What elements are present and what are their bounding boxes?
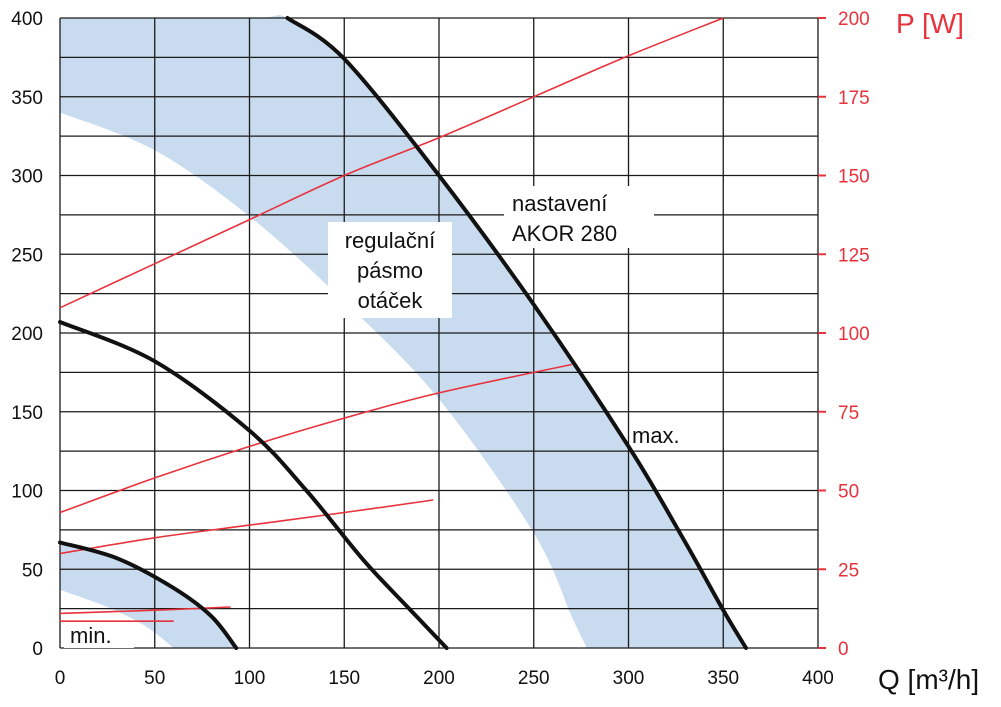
pressure-curves [58,16,748,650]
band-label-bg [328,222,452,318]
x-tick-label: 400 [802,668,834,689]
band-label-line-3: otáček [358,288,424,313]
y-tick-label: 200 [11,324,43,345]
x-tick-label: 300 [613,668,645,689]
setting-label-group: nastavení AKOR 280 [504,186,654,248]
y2-tick-label: 150 [838,167,870,188]
y2-tick-label: 50 [838,482,859,503]
max-label: max. [632,423,680,448]
pressure-curve-min [58,540,239,650]
y-tick-label: 100 [11,482,43,503]
x-axis-title: Q [m³/h] [878,664,979,695]
band-label-group: regulační pásmo otáček [328,222,452,318]
y-tick-label: 50 [22,560,43,581]
min-label-bg [64,622,134,648]
x-tick-label: 350 [707,668,739,689]
x-tick-label: 0 [55,668,66,689]
y2-axis-title: P [W] [896,8,964,39]
x-tick-label: 250 [518,668,550,689]
y2-tick-label: 0 [838,639,849,660]
setting-label-bg [504,186,654,248]
pressure-curve-max [285,16,748,650]
y2-tick-label: 200 [838,9,870,30]
min-label-group: min. [64,622,134,648]
y-tick-label: 300 [11,167,43,188]
y2-tick-label: 25 [838,560,859,581]
x-tick-label: 200 [423,668,455,689]
x-tick-label: 150 [328,668,360,689]
setting-label-line-2: AKOR 280 [512,221,617,246]
y2-tick-label: 100 [838,324,870,345]
y2-tick-label: 75 [838,403,859,424]
regulation-band [60,14,746,648]
band-layer [60,14,746,648]
band-label-line-1: regulační [345,228,436,253]
tick-labels: 0501001502002503003504000255075100125150… [11,9,869,689]
power-curve-max [59,17,724,309]
setting-label-line-1: nastavení [512,191,607,216]
power-curves [59,17,724,622]
min-label: min. [70,623,112,648]
pressure-curve-mid [58,320,449,650]
y2-tick-label: 175 [838,88,870,109]
power-curve-mid [59,363,572,514]
y2-tick-label: 125 [838,245,870,266]
x-tick-label: 50 [144,668,165,689]
y-tick-label: 400 [11,9,43,30]
y-tick-label: 250 [11,245,43,266]
y-tick-label: 150 [11,403,43,424]
y-tick-label: 350 [11,88,43,109]
y-tick-label: 0 [32,639,43,660]
band-label-line-2: pásmo [357,258,423,283]
power-curve-low [59,499,434,555]
x-tick-label: 100 [234,668,266,689]
power-curve-min-a [59,606,231,615]
